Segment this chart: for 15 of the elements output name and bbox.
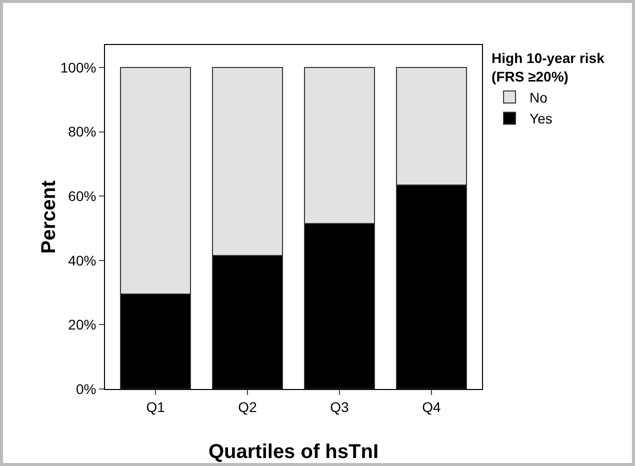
x-tick-label: Q4 xyxy=(422,398,441,415)
y-tick-label: 60% xyxy=(68,188,96,204)
legend-title: High 10-year risk (FRS ≥20%) xyxy=(492,50,605,84)
x-tick-label: Q3 xyxy=(330,398,350,415)
y-tick-label: 0% xyxy=(76,380,96,397)
y-axis-title: Percent xyxy=(38,180,60,254)
y-tick-label: 100% xyxy=(60,59,96,76)
x-tick-label: Q2 xyxy=(238,398,258,415)
legend-label: Yes xyxy=(530,110,552,127)
y-tick-label: 80% xyxy=(68,124,96,140)
x-tick-label: Q1 xyxy=(146,398,166,415)
y-tick-label: 20% xyxy=(68,316,96,333)
x-axis-title: Quartiles of hsTnI xyxy=(208,441,379,463)
y-tick-label: 40% xyxy=(68,252,96,268)
legend-label: No xyxy=(530,89,548,106)
